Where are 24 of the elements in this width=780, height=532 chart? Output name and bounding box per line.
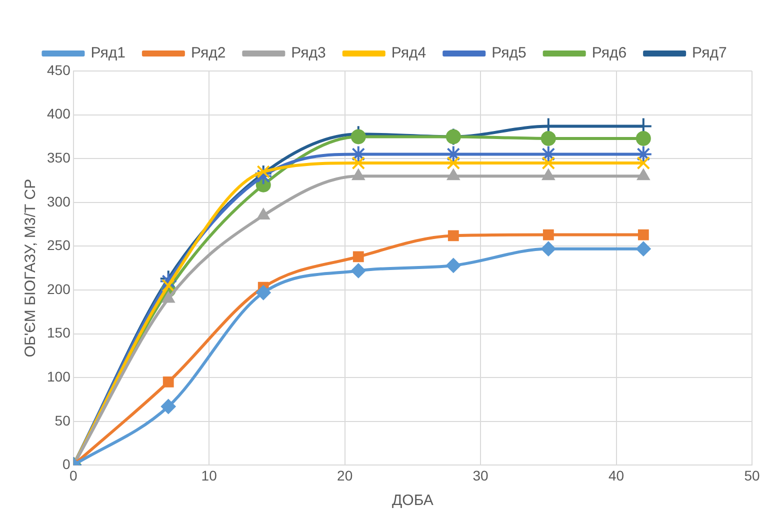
legend-label: Ряд2 [190, 44, 226, 62]
x-tick-label: 40 [608, 467, 624, 484]
legend-label: Ряд4 [391, 44, 426, 62]
y-axis-title: ОБ'ЄМ БІОГАЗУ, М3/Т СР [22, 178, 40, 358]
y-tick-label: 400 [47, 106, 71, 122]
legend-label: Ряд6 [592, 44, 627, 62]
y-tick-label: 200 [47, 280, 71, 297]
y-tick-label: 150 [47, 324, 71, 341]
x-axis-title: ДОБА [392, 492, 434, 510]
y-tick-label: 350 [47, 149, 71, 166]
y-tick-label: 0 [62, 456, 71, 472]
legend-label: Ряд7 [692, 44, 727, 62]
y-tick-label: 450 [47, 62, 71, 78]
y-tick-label: 300 [47, 193, 71, 210]
y-tick-label: 100 [47, 368, 71, 384]
legend-label: Ряд3 [291, 44, 326, 62]
y-tick-label: 50 [54, 412, 71, 428]
x-tick-label: 20 [337, 467, 353, 484]
x-tick-label: 30 [472, 467, 489, 484]
x-tick-label: 10 [201, 467, 218, 484]
legend-label: Ряд5 [492, 44, 526, 62]
y-tick-label: 250 [47, 237, 71, 254]
legend-label: Ряд1 [90, 44, 126, 62]
x-tick-label: 50 [744, 467, 760, 484]
